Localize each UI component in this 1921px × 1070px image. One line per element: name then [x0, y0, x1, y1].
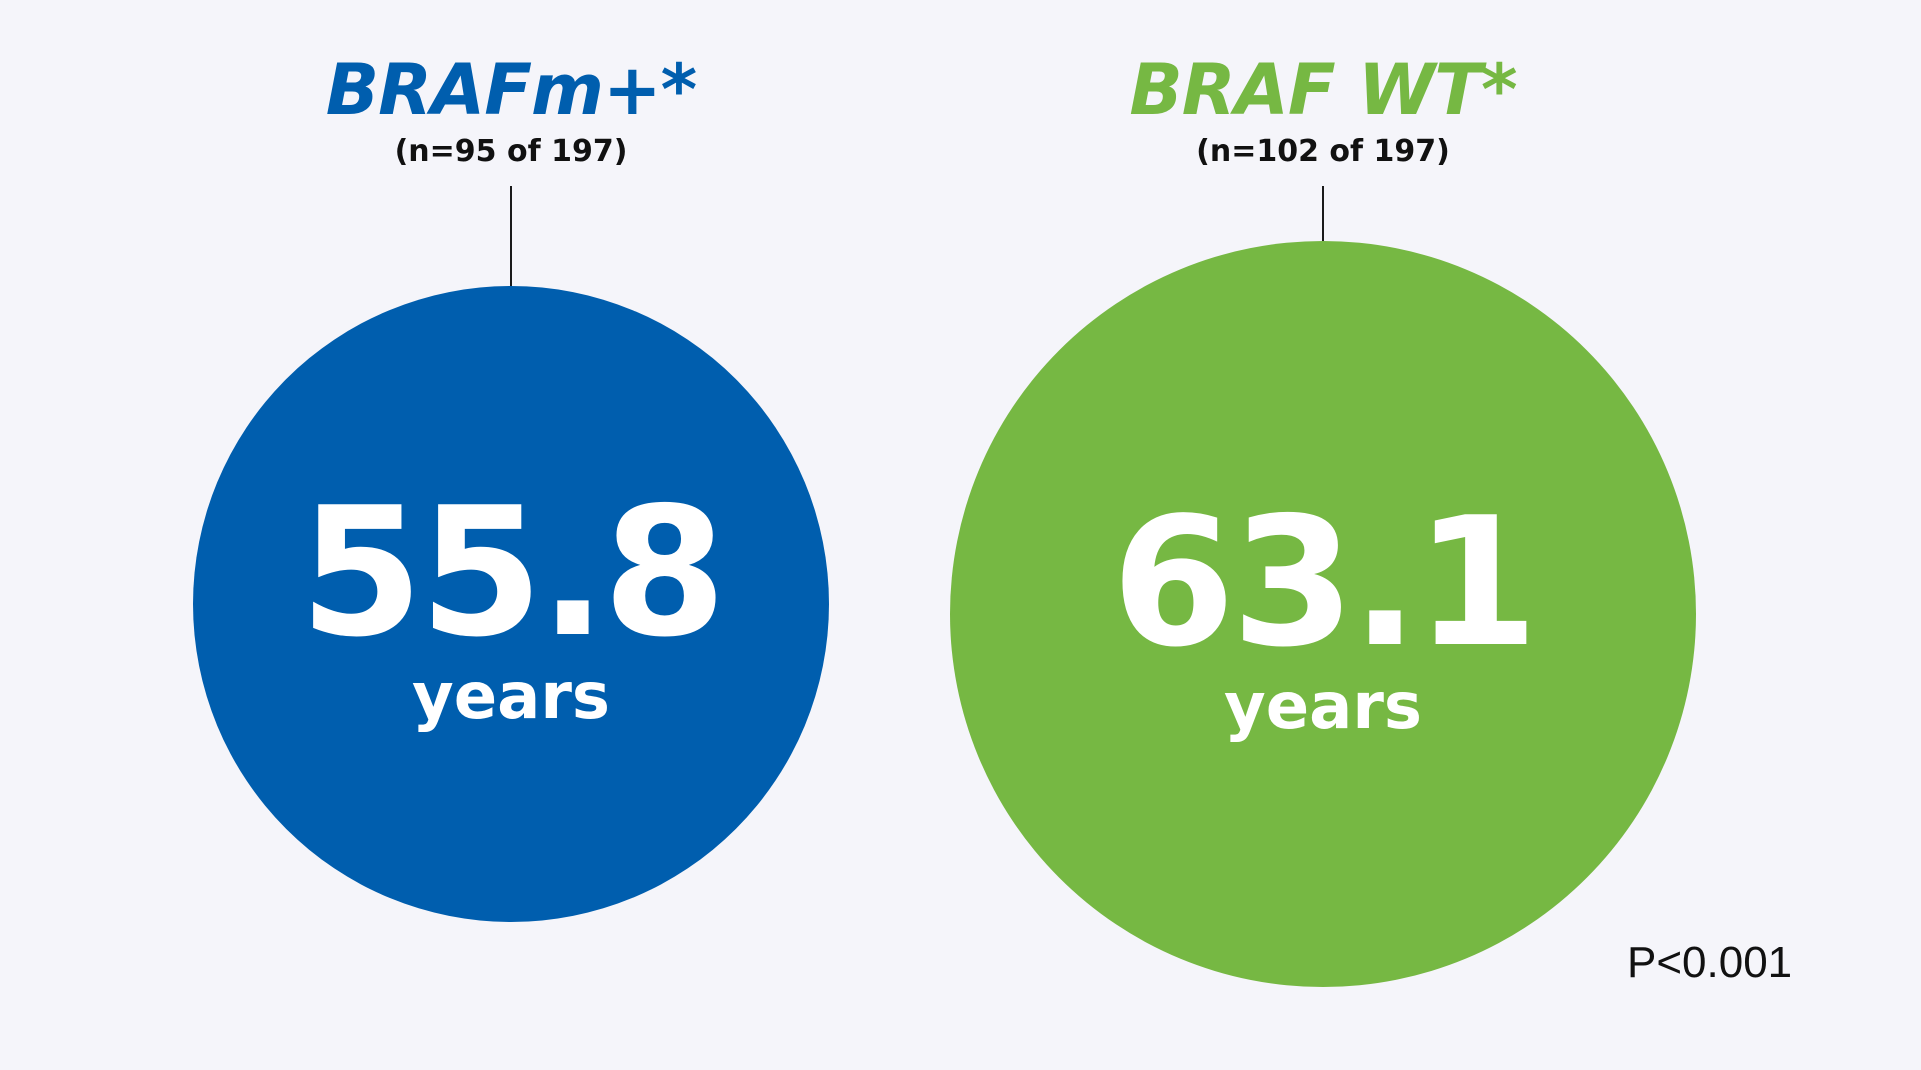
- group-title: BRAF WT*: [1129, 49, 1517, 131]
- group-sample-size: (n=95 of 197): [394, 134, 628, 169]
- group-title: BRAFm+*: [325, 49, 697, 131]
- connector-line: [1322, 186, 1324, 241]
- median-age-value: 55.8: [299, 469, 726, 676]
- p-value-annotation: P<0.001: [1627, 938, 1793, 987]
- value-bubble: 63.1 years: [950, 241, 1696, 987]
- median-age-value: 63.1: [1111, 479, 1538, 686]
- median-age-unit: years: [1224, 670, 1422, 744]
- group-label-1: BRAFm+* (n=95 of 197): [161, 48, 861, 172]
- group-sample-size: (n=102 of 197): [1196, 134, 1450, 169]
- value-bubble: 55.8 years: [193, 286, 829, 922]
- connector-line: [510, 186, 512, 286]
- group-label-2: BRAF WT* (n=102 of 197): [973, 48, 1673, 172]
- median-age-unit: years: [412, 660, 610, 734]
